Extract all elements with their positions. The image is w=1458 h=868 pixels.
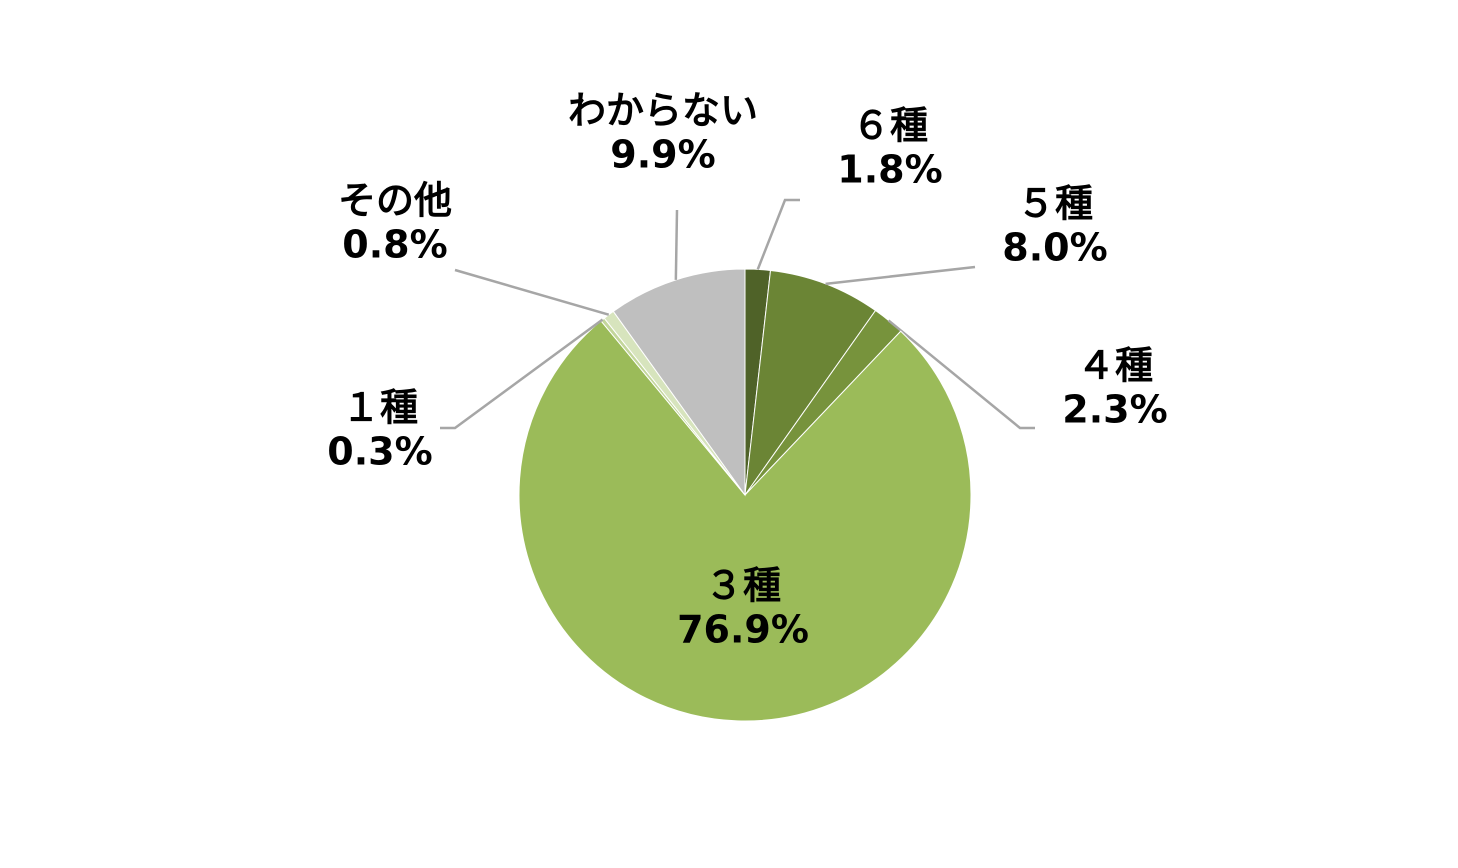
slice-category-label: ５種 <box>1017 182 1093 226</box>
slice-value-label: 1.8% <box>837 148 942 192</box>
slice-value-label: 0.8% <box>342 223 447 267</box>
slice-category-label: ６種 <box>852 104 928 148</box>
slice-category-label: ４種 <box>1077 344 1153 388</box>
leader-line <box>454 268 610 316</box>
slice-value-label: 76.9% <box>677 608 809 652</box>
leader-line <box>887 319 1035 430</box>
slice-value-label: 9.9% <box>610 133 715 177</box>
slice-category-label: ３種 <box>705 564 781 608</box>
leader-line <box>825 265 976 286</box>
slice-value-label: 8.0% <box>1002 226 1107 270</box>
slice-category-label: １種 <box>342 386 418 430</box>
pie-slice <box>744 269 877 496</box>
slice-category-label: その他 <box>338 179 452 223</box>
leader-line <box>674 209 679 280</box>
pie-slice <box>518 320 972 722</box>
leader-line <box>756 198 800 270</box>
slice-category-label: わからない <box>568 89 758 133</box>
slice-value-label: 2.3% <box>1062 388 1167 432</box>
leader-line <box>440 318 604 430</box>
slice-value-label: 0.3% <box>327 430 432 474</box>
